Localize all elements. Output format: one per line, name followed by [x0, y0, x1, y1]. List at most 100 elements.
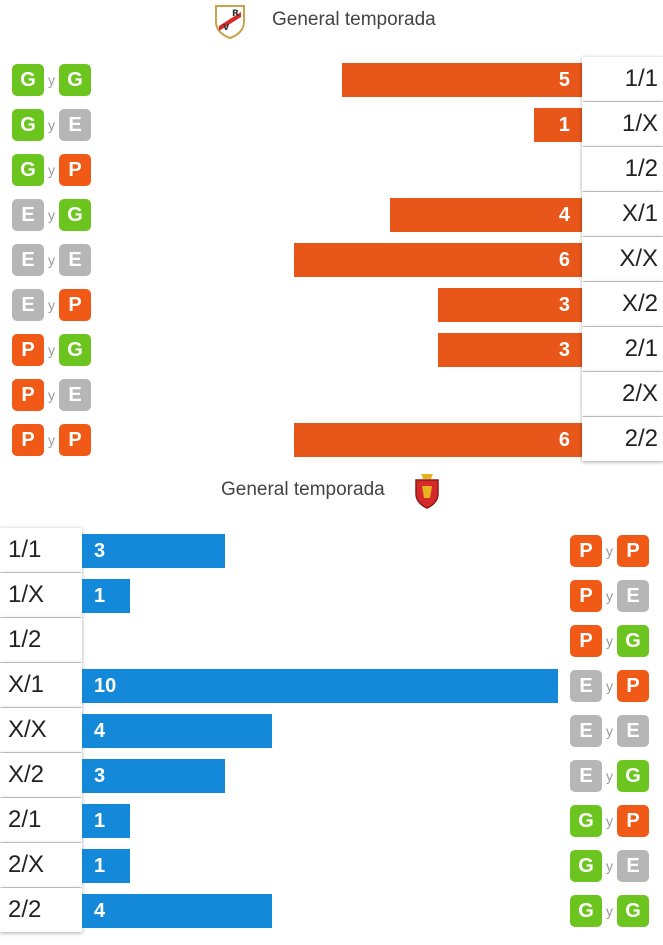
bottom-score-code: X/X: [0, 708, 82, 752]
rayo-vallecano-crest-icon: R V: [215, 5, 245, 40]
result-badge-second: E: [617, 715, 649, 747]
pair-connector: y: [48, 387, 55, 403]
bottom-score-code: 2/2: [0, 888, 82, 932]
result-badge-first: P: [12, 379, 44, 411]
pair-connector: y: [606, 633, 613, 649]
result-badge-first: G: [12, 109, 44, 141]
result-badge-first: E: [570, 760, 602, 792]
bottom-bar-value: 4: [94, 900, 106, 922]
result-badge-first: E: [12, 289, 44, 321]
top-title: General temporada: [272, 9, 436, 30]
bottom-header: General temporada: [221, 470, 447, 510]
result-badge-first: G: [12, 64, 44, 96]
bottom-bar: 10: [82, 669, 558, 703]
result-badge-first: P: [12, 424, 44, 456]
top-score-code: X/1: [582, 192, 663, 236]
top-score-code: 2/2: [582, 417, 663, 461]
bottom-bar: 1: [82, 849, 130, 883]
top-score-code: 1/2: [582, 147, 663, 191]
result-badge-first: E: [570, 715, 602, 747]
bottom-score-code: 2/X: [0, 843, 82, 887]
result-badge-second: E: [59, 109, 91, 141]
top-bar: 5: [342, 63, 582, 97]
top-bar-value: 6: [558, 429, 570, 451]
bottom-bar: 4: [82, 714, 272, 748]
result-badge-second: G: [59, 199, 91, 231]
top-bar: 1: [534, 108, 582, 142]
top-score-code: 2/1: [582, 327, 663, 371]
bottom-bar-value: 1: [94, 585, 106, 607]
bottom-bar: 3: [82, 534, 225, 568]
top-bar: 6: [294, 423, 582, 457]
pair-connector: y: [48, 117, 55, 133]
bottom-score-code: 1/2: [0, 618, 82, 662]
pair-connector: y: [48, 297, 55, 313]
result-badge-second: G: [617, 760, 649, 792]
bottom-bar: 1: [82, 579, 130, 613]
top-bar-value: 6: [558, 249, 570, 271]
result-badge-first: P: [570, 580, 602, 612]
top-bar: 3: [438, 288, 582, 322]
pair-connector: y: [48, 432, 55, 448]
result-badge-second: E: [617, 850, 649, 882]
result-badge-first: G: [570, 805, 602, 837]
top-bar-value: 5: [558, 69, 570, 91]
bottom-score-code: 1/X: [0, 573, 82, 617]
top-bar: 3: [438, 333, 582, 367]
top-bar-value: 3: [558, 294, 570, 316]
result-badge-second: E: [59, 244, 91, 276]
result-badge-first: P: [12, 334, 44, 366]
result-badge-second: P: [59, 289, 91, 321]
bottom-score-code: 1/1: [0, 528, 82, 572]
pair-connector: y: [606, 813, 613, 829]
result-badge-first: P: [570, 625, 602, 657]
result-badge-second: G: [617, 625, 649, 657]
bottom-bar-value: 1: [94, 810, 106, 832]
result-badge-second: P: [617, 535, 649, 567]
pair-connector: y: [606, 543, 613, 559]
result-badge-second: P: [59, 424, 91, 456]
bottom-bar-value: 4: [94, 720, 106, 742]
result-badge-second: G: [617, 895, 649, 927]
svg-text:R: R: [232, 9, 239, 19]
pair-connector: y: [606, 678, 613, 694]
pair-connector: y: [606, 858, 613, 874]
result-badge-first: E: [570, 670, 602, 702]
pair-connector: y: [48, 72, 55, 88]
bottom-bar: 1: [82, 804, 130, 838]
bottom-score-code: 2/1: [0, 798, 82, 842]
result-badge-second: P: [617, 670, 649, 702]
pair-connector: y: [606, 588, 613, 604]
top-header: R V General temporada: [210, 0, 436, 40]
top-bar: 4: [390, 198, 582, 232]
top-score-code: 1/1: [582, 57, 663, 101]
bottom-bar-value: 3: [94, 765, 106, 787]
result-badge-second: G: [59, 64, 91, 96]
pair-connector: y: [48, 342, 55, 358]
